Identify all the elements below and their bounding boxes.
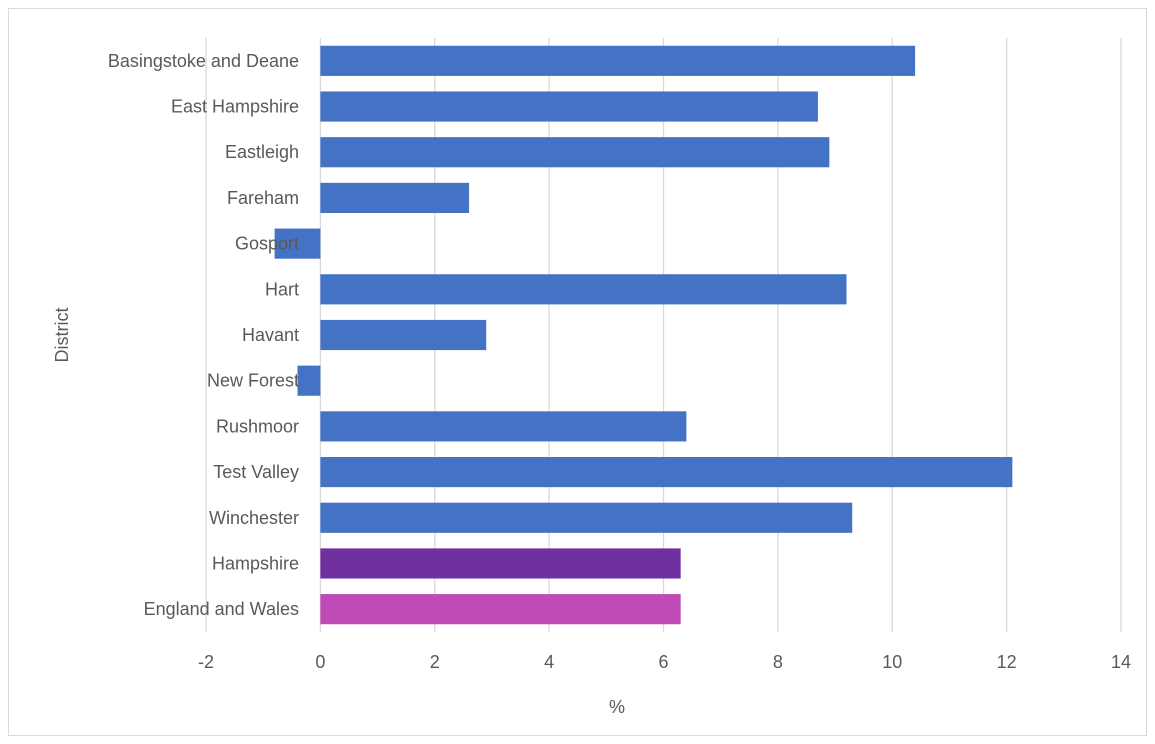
bars — [274, 45, 1013, 625]
category-label: Fareham — [227, 188, 299, 208]
x-tick-label: 10 — [882, 652, 902, 672]
x-tick-labels: -2 0 2 4 6 8 10 12 14 — [198, 652, 1131, 672]
x-tick-label: 4 — [544, 652, 554, 672]
bar — [320, 411, 687, 442]
category-label: New Forest — [207, 371, 299, 391]
category-label: Winchester — [209, 508, 299, 528]
x-axis-title: % — [609, 697, 625, 717]
category-label: Havant — [242, 325, 299, 345]
bar — [297, 365, 321, 396]
bar — [320, 548, 681, 579]
bar — [320, 137, 830, 168]
category-labels: Basingstoke and Deane East Hampshire Eastl… — [108, 51, 299, 619]
y-axis-title: District — [52, 308, 72, 363]
category-label: Gosport — [235, 234, 299, 254]
x-tick-label: 12 — [997, 652, 1017, 672]
bar — [320, 456, 1013, 488]
x-tick-label: 0 — [315, 652, 325, 672]
category-label: Hart — [265, 279, 299, 299]
bar — [320, 45, 916, 76]
category-label: Hampshire — [212, 553, 299, 573]
x-tick-label: 2 — [430, 652, 440, 672]
bar — [320, 502, 853, 533]
x-tick-label: 8 — [773, 652, 783, 672]
gridlines — [205, 38, 1122, 632]
category-label: East Hampshire — [171, 97, 299, 117]
bar — [274, 228, 321, 259]
bar — [320, 91, 818, 122]
category-label: Eastleigh — [225, 142, 299, 162]
category-label: England and Wales — [144, 599, 299, 619]
bar — [320, 594, 681, 625]
x-tick-label: -2 — [198, 652, 214, 672]
x-tick-label: 14 — [1111, 652, 1131, 672]
category-label: Test Valley — [213, 462, 299, 482]
bar — [320, 274, 847, 305]
x-tick-label: 6 — [658, 652, 668, 672]
category-label: Basingstoke and Deane — [108, 51, 299, 71]
bar — [320, 182, 470, 214]
bar — [320, 319, 487, 351]
category-label: Rushmoor — [216, 416, 299, 436]
